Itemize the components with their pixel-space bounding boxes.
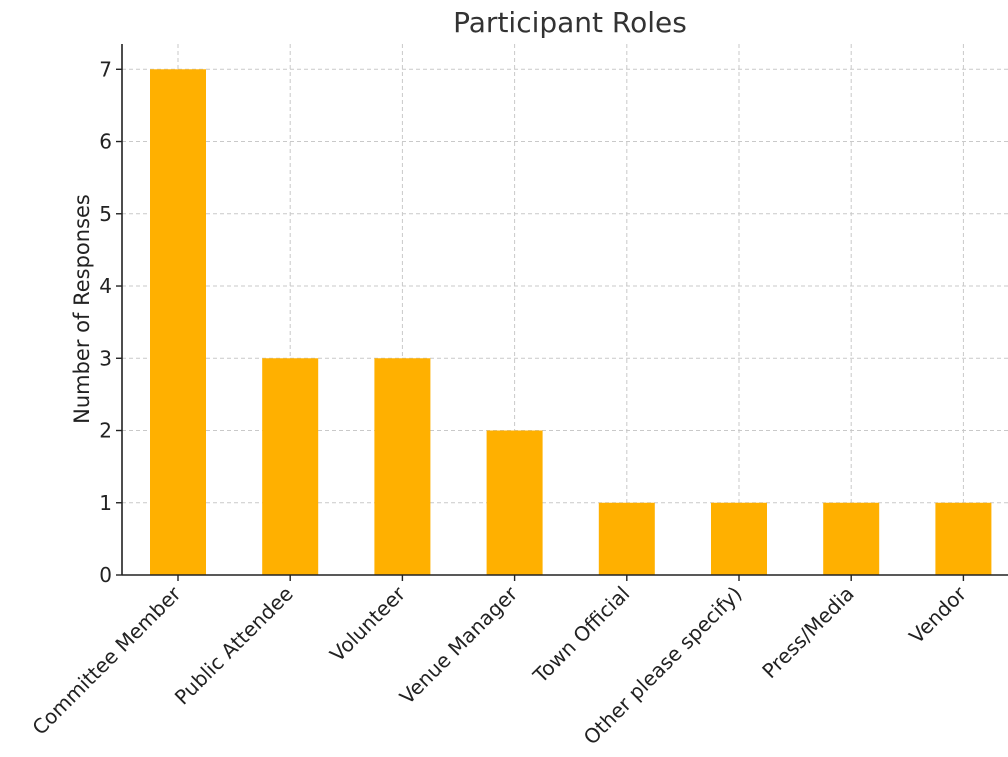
x-tick-label: Public Attendee bbox=[170, 582, 298, 710]
y-tick-label: 7 bbox=[99, 57, 112, 81]
x-tick-label: Volunteer bbox=[325, 581, 410, 666]
y-tick-label: 4 bbox=[99, 274, 112, 298]
y-tick-label: 1 bbox=[99, 491, 112, 515]
x-tick-label: Committee Member bbox=[27, 581, 186, 740]
bar bbox=[374, 358, 431, 575]
bar bbox=[598, 502, 655, 575]
chart-title: Participant Roles bbox=[453, 6, 687, 39]
bar bbox=[486, 430, 543, 575]
bar bbox=[262, 358, 319, 575]
x-tick-label: Venue Manager bbox=[395, 581, 523, 709]
bar bbox=[150, 69, 206, 576]
x-tick-label: Press/Media bbox=[757, 582, 858, 683]
bars bbox=[150, 69, 992, 576]
y-tick-label: 2 bbox=[99, 419, 112, 443]
gridlines bbox=[122, 44, 1008, 575]
x-tick-label: Town Official bbox=[528, 582, 635, 689]
y-tick-label: 0 bbox=[99, 563, 112, 587]
y-axis-label: Number of Responses bbox=[70, 194, 94, 424]
x-tick-label: Vendor bbox=[904, 581, 971, 648]
y-tick-label: 6 bbox=[99, 130, 112, 154]
bar bbox=[823, 502, 880, 575]
y-tick-label: 5 bbox=[99, 202, 112, 226]
bar bbox=[711, 502, 767, 575]
y-tick-label: 3 bbox=[99, 346, 112, 370]
bar bbox=[935, 502, 992, 575]
